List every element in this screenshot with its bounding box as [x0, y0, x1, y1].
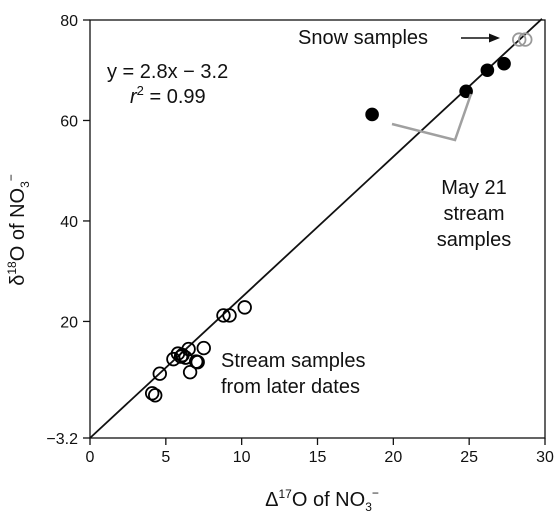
r-value: = 0.99	[144, 86, 206, 108]
may21-point	[459, 84, 473, 99]
snow-arrow	[461, 33, 500, 43]
y-tick-label: 60	[60, 113, 78, 130]
data-points	[144, 32, 533, 403]
later-point	[237, 300, 252, 315]
y-tick-label: 40	[60, 214, 78, 231]
snow-point	[518, 32, 533, 47]
may21-point	[480, 63, 495, 78]
snow-samples-label: Snow samples	[298, 27, 428, 49]
later-point	[182, 364, 198, 380]
later-point	[148, 388, 163, 403]
r-superscript: 2	[137, 83, 144, 98]
may21-label-line3: samples	[437, 229, 511, 251]
later-label-line1: Stream samples	[221, 350, 366, 372]
may21-point	[497, 56, 511, 71]
y-tick-label: −3.2	[46, 431, 78, 448]
may21-label-line1: May 21	[441, 177, 507, 199]
axes: 0 5 10 15 20 25 30 −3.2 20 40 60 80	[46, 13, 554, 466]
later-point	[216, 308, 231, 323]
x-tick-label: 30	[536, 449, 554, 466]
x-tick-label: 10	[233, 449, 251, 466]
later-point	[181, 341, 196, 357]
x-tick-label: 20	[384, 449, 402, 466]
later-point	[152, 366, 167, 381]
may21-point	[365, 107, 379, 122]
may21-bracket	[391, 93, 473, 142]
y-tick-label: 20	[60, 314, 78, 331]
later-point	[222, 308, 237, 323]
later-point	[196, 340, 211, 356]
x-axis-title: Δ17O of NO3−	[265, 486, 379, 514]
r-symbol: r	[130, 86, 138, 108]
later-point	[190, 354, 205, 370]
x-tick-label: 0	[86, 449, 95, 466]
y-tick-label: 80	[60, 13, 78, 30]
snow-point	[512, 32, 527, 47]
later-label-line2: from later dates	[221, 376, 360, 398]
x-tick-label: 5	[161, 449, 170, 466]
y-axis-title: δ18O of NO3−	[4, 174, 32, 286]
later-point	[144, 386, 160, 401]
equation-line: y = 2.8x − 3.2	[107, 61, 228, 83]
x-tick-label: 15	[309, 449, 327, 466]
x-tick-label: 25	[460, 449, 478, 466]
may21-label-line2: stream	[443, 203, 504, 225]
r-squared: r2 = 0.99	[130, 83, 206, 108]
